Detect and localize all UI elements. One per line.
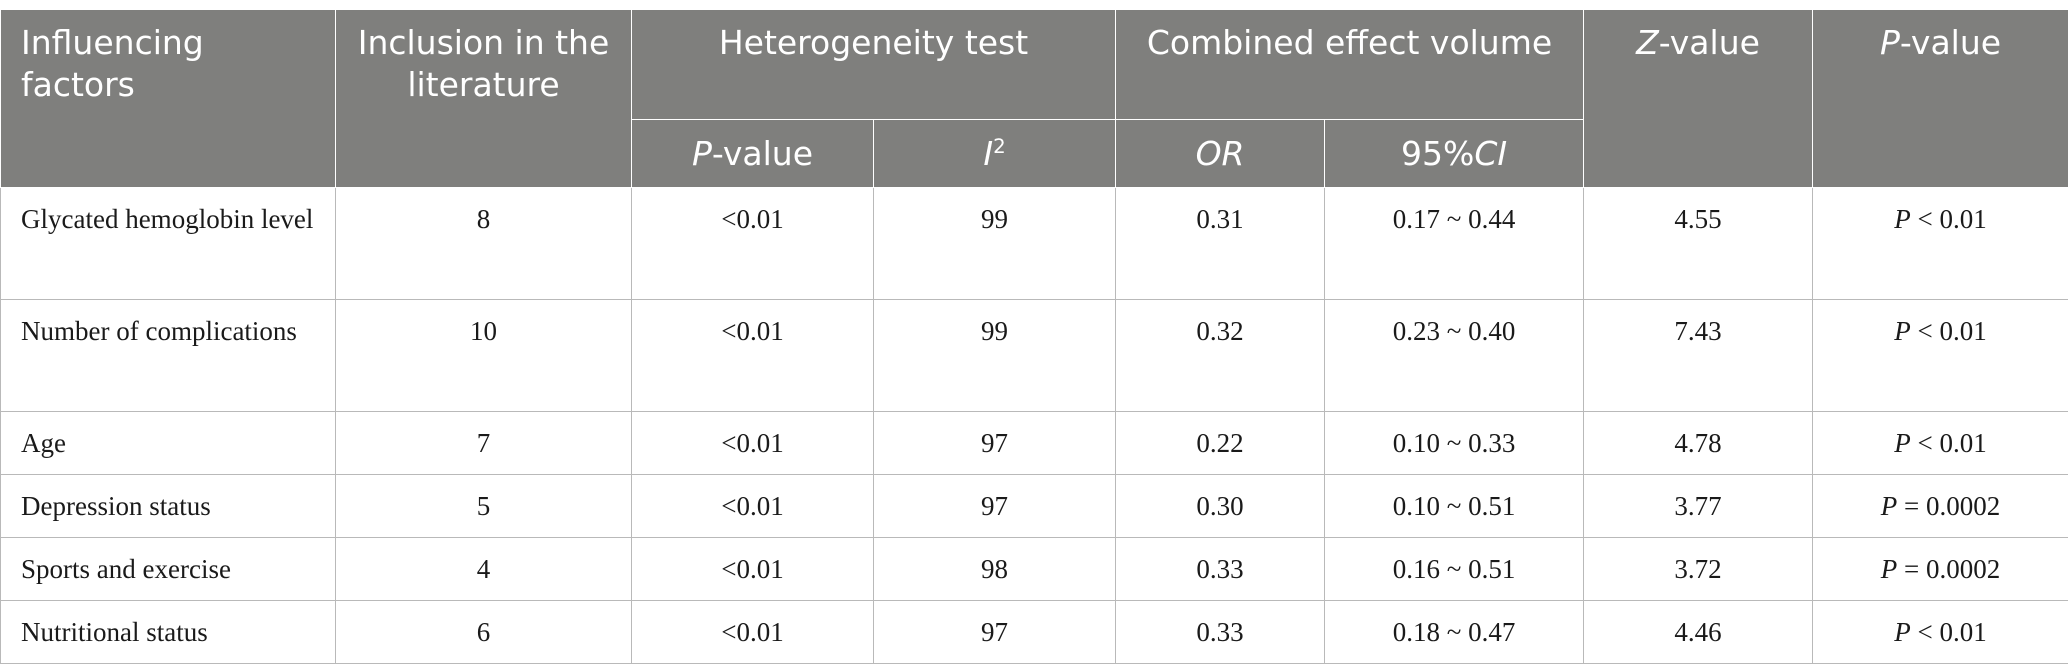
cell-factor: Number of complications — [0, 299, 336, 412]
cell-z: 3.72 — [1583, 537, 1814, 601]
cell-het-p: <0.01 — [631, 474, 874, 538]
header-z-suffix: -value — [1658, 23, 1760, 62]
cell-p: P < 0.01 — [1812, 411, 2068, 475]
header-influencing-factors: Influencing factors — [0, 9, 336, 188]
cell-z: 4.46 — [1583, 600, 1814, 664]
header-p-value: P-value — [1812, 9, 2068, 188]
header-p-suffix: -value — [1899, 23, 2002, 62]
cell-factor: Nutritional status — [0, 600, 336, 664]
cell-p-rest: = 0.0002 — [1897, 554, 2001, 584]
header-p-var: P — [1879, 23, 1900, 62]
cell-z: 4.55 — [1583, 187, 1814, 300]
cell-or: 0.30 — [1115, 474, 1326, 538]
cell-het-p: <0.01 — [631, 600, 874, 664]
header-het-p-var: P — [691, 133, 712, 173]
header-inclusion: Inclusion in the literature — [335, 9, 632, 188]
cell-or: 0.22 — [1115, 411, 1326, 475]
cell-factor: Age — [0, 411, 336, 475]
cell-inclusion: 5 — [335, 474, 632, 538]
header-i2-sup: 2 — [993, 134, 1006, 158]
cell-factor: Depression status — [0, 474, 336, 538]
cell-or: 0.33 — [1115, 537, 1326, 601]
header-i2: I2 — [872, 119, 1117, 188]
header-z-var: Z — [1636, 23, 1659, 62]
cell-het-p: <0.01 — [631, 299, 874, 412]
cell-p-var: P — [1894, 617, 1911, 647]
cell-p-var: P — [1894, 204, 1911, 234]
cell-or: 0.32 — [1115, 299, 1326, 412]
header-het-p-value: P-value — [631, 119, 874, 188]
header-het-p-suffix: -value — [711, 133, 814, 173]
table-row: Number of complications 10 <0.01 99 0.32… — [0, 299, 2068, 412]
table-row: Glycated hemoglobin level 8 <0.01 99 0.3… — [0, 187, 2068, 300]
cell-i2: 99 — [872, 299, 1117, 412]
cell-p-rest: < 0.01 — [1910, 316, 1987, 346]
cell-inclusion: 8 — [335, 187, 632, 300]
header-combined-effect-volume: Combined effect volume — [1115, 9, 1585, 120]
cell-z: 7.43 — [1583, 299, 1814, 412]
table-row: Sports and exercise 4 <0.01 98 0.33 0.16… — [0, 537, 2068, 601]
header-or: OR — [1115, 119, 1326, 188]
cell-p: P < 0.01 — [1812, 187, 2068, 300]
cell-p: P < 0.01 — [1812, 299, 2068, 412]
cell-p-rest: < 0.01 — [1910, 428, 1987, 458]
header-row-2: P-value I2 OR 95%CI — [1, 119, 2068, 188]
results-table-container: Influencing factors Inclusion in the lit… — [0, 9, 2068, 664]
cell-p-rest: = 0.0002 — [1897, 491, 2001, 521]
cell-ci: 0.10 ~ 0.33 — [1324, 411, 1585, 475]
cell-inclusion: 6 — [335, 600, 632, 664]
cell-ci: 0.23 ~ 0.40 — [1324, 299, 1585, 412]
cell-factor: Sports and exercise — [0, 537, 336, 601]
cell-inclusion: 10 — [335, 299, 632, 412]
cell-p-var: P — [1894, 316, 1911, 346]
cell-p-rest: < 0.01 — [1910, 204, 1987, 234]
cell-i2: 98 — [872, 537, 1117, 601]
cell-i2: 97 — [872, 600, 1117, 664]
cell-ci: 0.16 ~ 0.51 — [1324, 537, 1585, 601]
cell-p: P = 0.0002 — [1812, 474, 2068, 538]
cell-het-p: <0.01 — [631, 537, 874, 601]
cell-p-rest: < 0.01 — [1910, 617, 1987, 647]
header-i2-var: I — [983, 133, 994, 173]
cell-inclusion: 4 — [335, 537, 632, 601]
cell-p: P = 0.0002 — [1812, 537, 2068, 601]
table-row: Nutritional status 6 <0.01 97 0.33 0.18 … — [0, 600, 2068, 664]
table-row: Depression status 5 <0.01 97 0.30 0.10 ~… — [0, 474, 2068, 538]
cell-p-var: P — [1880, 491, 1898, 521]
cell-i2: 97 — [872, 411, 1117, 475]
cell-ci: 0.17 ~ 0.44 — [1324, 187, 1585, 300]
cell-i2: 99 — [872, 187, 1117, 300]
cell-p-var: P — [1880, 554, 1898, 584]
cell-inclusion: 7 — [335, 411, 632, 475]
table-body: Glycated hemoglobin level 8 <0.01 99 0.3… — [0, 187, 2068, 664]
header-heterogeneity-test: Heterogeneity test — [630, 9, 1117, 120]
table-header: Influencing factors Inclusion in the lit… — [0, 9, 2068, 188]
cell-het-p: <0.01 — [631, 187, 874, 300]
cell-het-p: <0.01 — [631, 411, 874, 475]
meta-analysis-table: Influencing factors Inclusion in the lit… — [0, 9, 2068, 664]
cell-p: P < 0.01 — [1812, 600, 2068, 664]
cell-factor: Glycated hemoglobin level — [0, 187, 336, 300]
header-ci-prefix: 95% — [1400, 133, 1475, 173]
cell-z: 3.77 — [1583, 474, 1814, 538]
cell-ci: 0.10 ~ 0.51 — [1324, 474, 1585, 538]
header-ci-var: CI — [1474, 133, 1508, 173]
cell-p-var: P — [1894, 428, 1911, 458]
header-ci: 95%CI — [1324, 119, 1585, 188]
table-row: Age 7 <0.01 97 0.22 0.10 ~ 0.33 4.78 P <… — [0, 411, 2068, 475]
header-z-value: Z-value — [1583, 9, 1814, 188]
cell-or: 0.33 — [1115, 600, 1326, 664]
cell-i2: 97 — [872, 474, 1117, 538]
cell-z: 4.78 — [1583, 411, 1814, 475]
header-row-1: Influencing factors Inclusion in the lit… — [0, 9, 2068, 188]
cell-or: 0.31 — [1115, 187, 1326, 300]
cell-ci: 0.18 ~ 0.47 — [1324, 600, 1585, 664]
